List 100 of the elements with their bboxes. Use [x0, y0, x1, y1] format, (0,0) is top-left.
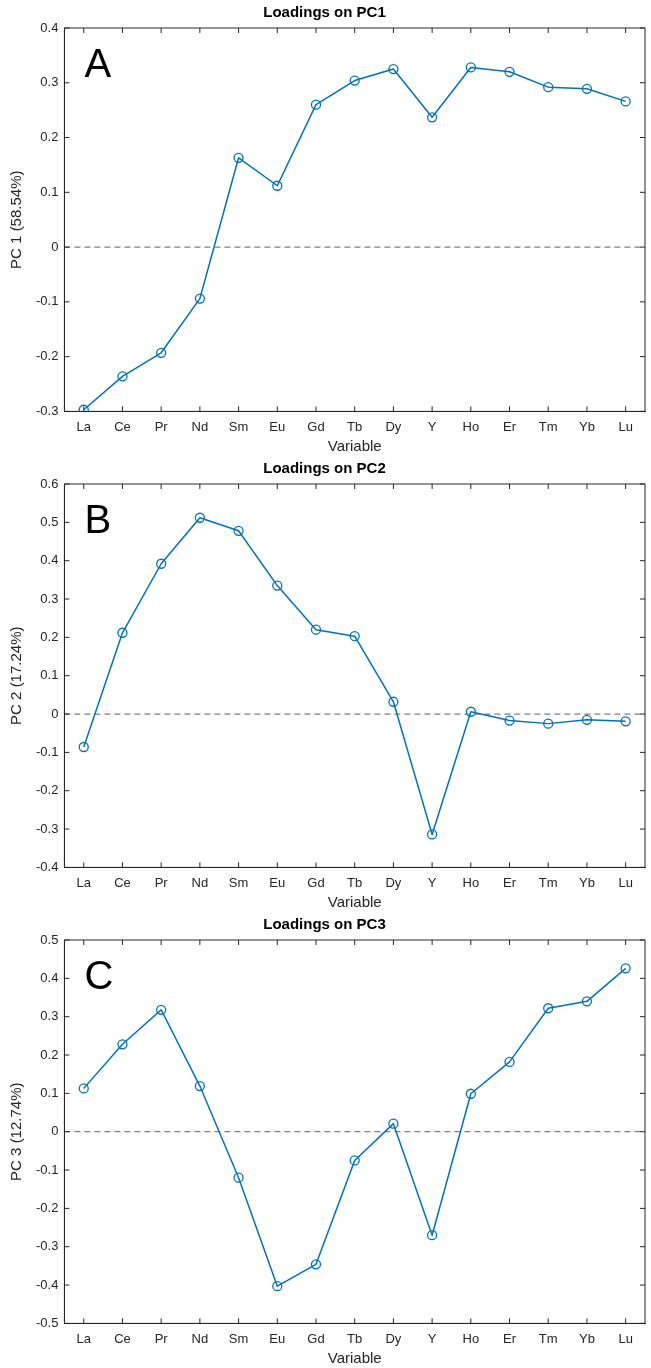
y-tick-label: 0.4 [40, 19, 59, 35]
x-tick-label: Gd [307, 418, 325, 434]
point [543, 718, 554, 729]
y-tick-label: -0.1 [35, 293, 59, 309]
point [194, 1080, 206, 1092]
y-tick-label: 0.6 [40, 475, 59, 491]
x-tick-label: Gd [307, 874, 325, 890]
point [117, 627, 128, 638]
annotation: B [84, 497, 112, 542]
point [349, 75, 360, 86]
point [117, 371, 128, 382]
y-axis-title: PC 2 (17.24%) [7, 626, 25, 725]
y-tick-label: 0.5 [40, 931, 59, 947]
y-tick-label: -0.3 [35, 820, 59, 836]
point [581, 714, 593, 725]
y-tick-label: -0.1 [35, 1161, 59, 1177]
point [349, 1155, 360, 1166]
point [426, 1230, 438, 1241]
y-tick-label: 0.3 [40, 1008, 59, 1024]
x-axis-title: Variable [327, 893, 382, 911]
point [543, 1003, 554, 1014]
point [156, 347, 167, 358]
y-tick-label: 0.1 [40, 1084, 59, 1100]
point [156, 558, 167, 569]
point [78, 741, 89, 753]
y-tick-label: -0.3 [35, 402, 59, 418]
point [426, 112, 438, 123]
point [349, 631, 360, 642]
x-tick-label: Pr [154, 1330, 169, 1346]
point [388, 63, 399, 75]
x-tick-label: Eu [269, 418, 286, 434]
point [156, 1004, 167, 1015]
y-tick-label: 0.4 [40, 552, 59, 568]
point [272, 1281, 283, 1292]
x-tick-label: Pr [154, 418, 169, 434]
point [310, 1259, 322, 1270]
y-tick-label: -0.2 [35, 348, 59, 364]
chart-title: Loadings on PC3 [263, 915, 386, 933]
x-tick-label: Tm [538, 1330, 558, 1346]
point [504, 1056, 515, 1068]
x-tick-label: Er [503, 1330, 517, 1346]
annotation: A [84, 41, 112, 86]
x-tick-label: Dy [385, 418, 402, 434]
annotation: C [84, 953, 114, 998]
point [620, 96, 631, 107]
x-tick-label: La [76, 418, 92, 434]
y-tick-label: 0.3 [40, 590, 59, 606]
x-tick-label: Yb [578, 874, 595, 890]
y-tick-label: 0 [51, 238, 59, 254]
point [272, 580, 283, 591]
y-tick-label: -0.5 [35, 1314, 59, 1330]
point [388, 1118, 399, 1129]
point [504, 66, 515, 77]
point [310, 624, 322, 635]
y-tick-label: 0.4 [40, 969, 59, 985]
point [233, 152, 244, 163]
x-tick-label: Eu [269, 1330, 286, 1346]
x-tick-label: Yb [578, 1330, 595, 1346]
point [620, 963, 631, 974]
point [465, 62, 476, 73]
x-tick-label: Ho [462, 874, 480, 890]
point [620, 716, 631, 727]
y-tick-label: -0.2 [35, 782, 59, 798]
x-tick-label: Pr [154, 874, 169, 890]
y-axis-title: PC 3 (12.74%) [7, 1082, 25, 1181]
x-tick-label: Nd [191, 874, 209, 890]
y-tick-label: 0.2 [40, 129, 59, 145]
x-tick-label: Ce [114, 1330, 131, 1346]
x-tick-label: Tm [538, 874, 558, 890]
chart-title: Loadings on PC1 [263, 3, 386, 21]
point [465, 1088, 476, 1099]
y-axis-title: PC 1 (58.54%) [7, 170, 25, 269]
point [117, 1039, 128, 1050]
x-tick-label: Tm [538, 418, 558, 434]
point [194, 512, 206, 523]
point [426, 829, 438, 840]
x-tick-label: Y [427, 1330, 437, 1346]
y-tick-label: 0.1 [40, 667, 59, 683]
x-tick-label: Y [427, 418, 437, 434]
x-tick-label: Nd [191, 418, 209, 434]
point [388, 696, 399, 707]
y-tick-label: 0.5 [40, 513, 59, 529]
y-tick-label: 0 [51, 705, 59, 721]
point [233, 525, 244, 536]
x-tick-label: Tb [347, 418, 363, 434]
point [272, 180, 283, 191]
point [543, 82, 554, 93]
x-tick-label: Lu [618, 1330, 633, 1346]
y-tick-label: 0.2 [40, 1046, 59, 1062]
point [78, 1083, 89, 1094]
x-tick-label: Er [503, 418, 517, 434]
x-tick-label: Gd [307, 1330, 325, 1346]
y-tick-label: -0.2 [35, 1199, 59, 1215]
y-tick-label: 0.2 [40, 628, 59, 644]
y-tick-label: 0.3 [40, 74, 59, 90]
x-tick-label: Tb [347, 1330, 363, 1346]
x-tick-label: Lu [618, 418, 633, 434]
x-tick-label: La [76, 874, 92, 890]
x-tick-label: Nd [191, 1330, 209, 1346]
x-tick-label: Ho [462, 1330, 480, 1346]
